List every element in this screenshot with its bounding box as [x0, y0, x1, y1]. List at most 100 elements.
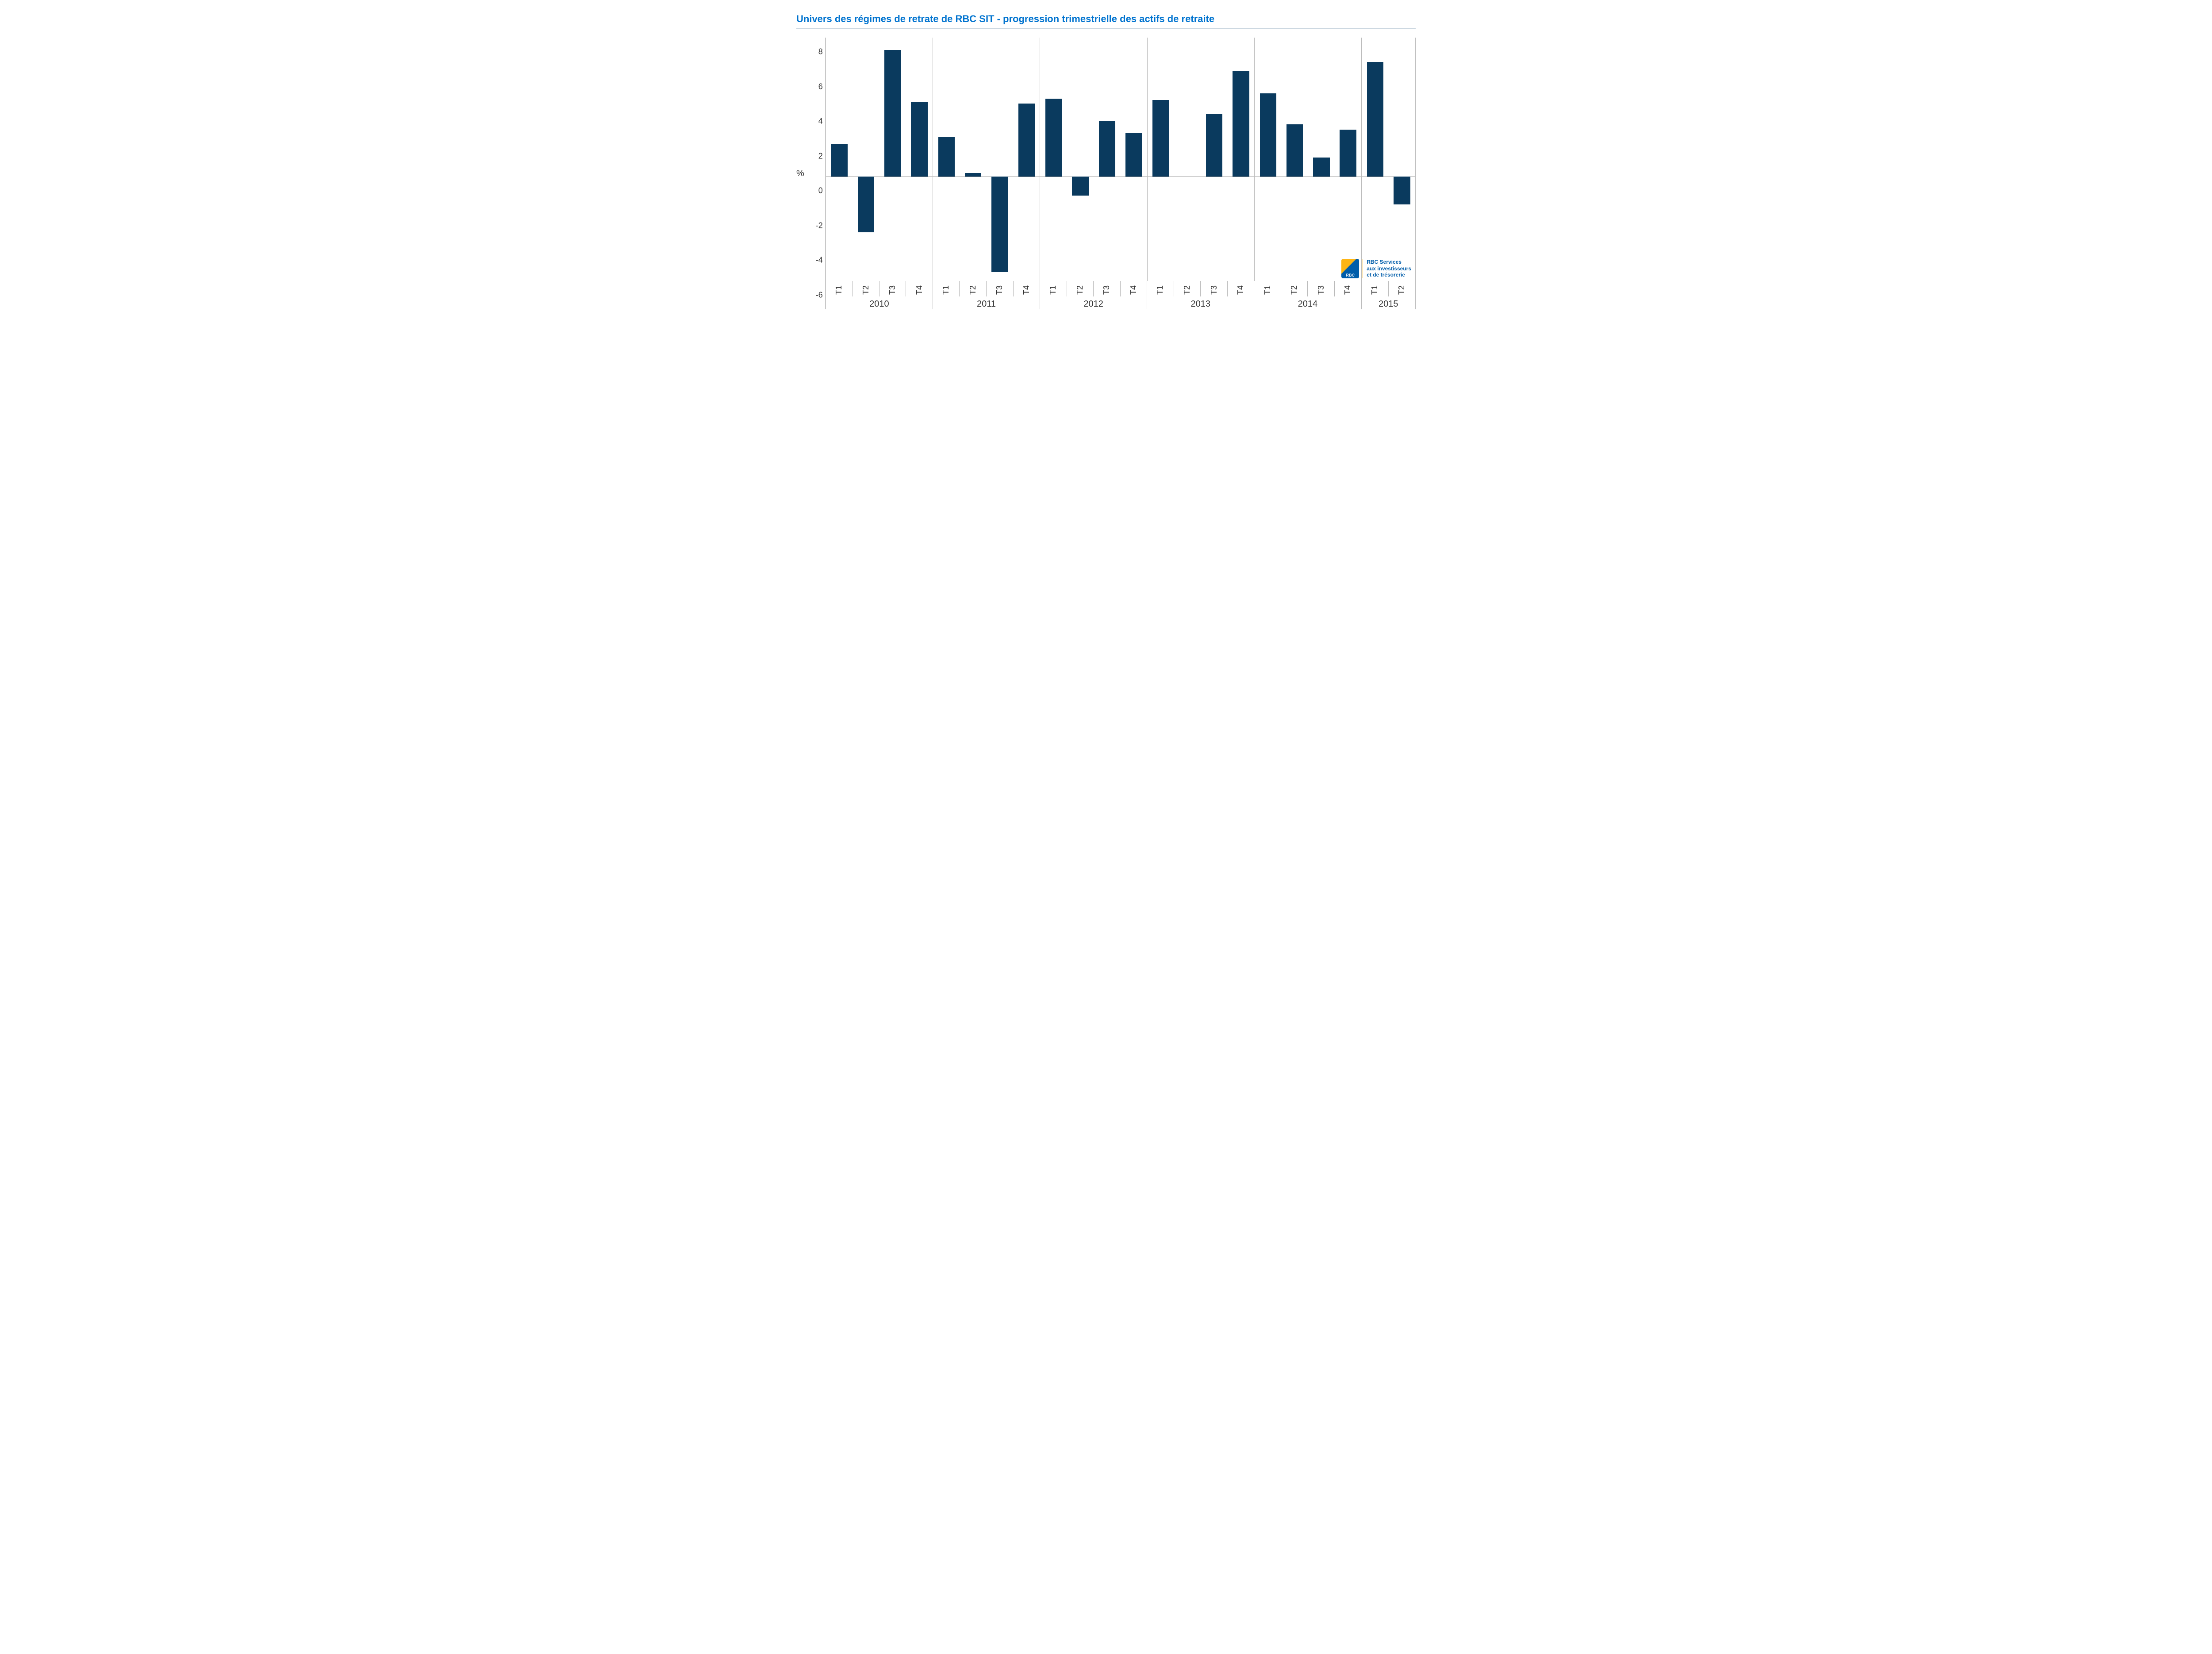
rbc-logo-icon-text: RBC	[1346, 273, 1355, 277]
quarter-cell: T3	[1094, 281, 1121, 296]
x-year-group: T1 T2 T3 T42014	[1254, 281, 1361, 309]
quarter-label: T3	[888, 285, 897, 295]
quarter-label: T4	[1236, 285, 1245, 295]
bars-row	[826, 38, 1416, 281]
chart-container: Univers des régimes de retrate de RBC SI…	[796, 13, 1416, 309]
rbc-logo: RBC RBC Services aux investisseurs et de…	[1341, 259, 1411, 278]
quarter-row: T1 T2 T3 T4	[1040, 281, 1147, 296]
bar	[911, 102, 927, 177]
y-axis: 86420-2-4-6	[808, 52, 826, 295]
chart-area: % 86420-2-4-6 T1T2T3T42010T1T2T3T42011T1…	[796, 38, 1416, 309]
quarter-cell: T1	[826, 281, 853, 296]
year-label: 2014	[1254, 296, 1361, 309]
bar	[1313, 158, 1329, 177]
bar-slot	[853, 38, 879, 281]
bar	[884, 50, 901, 177]
x-year-group: T1T2T3T42010	[826, 281, 933, 309]
year-group	[826, 38, 933, 281]
quarter-label: T1	[1263, 285, 1272, 295]
y-tick-label: 2	[818, 151, 823, 161]
quarter-label: T2	[1290, 285, 1299, 295]
quarter-cell: T3	[1201, 281, 1228, 296]
year-label: 2011	[933, 296, 1040, 309]
quarter-label: T1	[1156, 285, 1165, 295]
bar	[1233, 71, 1249, 177]
year-group	[933, 38, 1040, 281]
quarter-cell: T3	[1308, 281, 1335, 296]
quarter-label: T1	[1370, 285, 1379, 295]
bar-slot	[879, 38, 906, 281]
quarter-cell: T1	[1040, 281, 1067, 296]
quarter-label: T3	[995, 285, 1004, 295]
quarter-cell: T1	[1254, 281, 1281, 296]
y-tick-label: -2	[816, 221, 823, 230]
bar-slot	[1281, 38, 1308, 281]
bar-slot	[1255, 38, 1281, 281]
quarter-cell: T1	[1362, 281, 1389, 296]
quarter-cell: T4	[1121, 281, 1147, 296]
quarter-cell: T2	[960, 281, 987, 296]
x-axis: T1T2T3T42010T1T2T3T42011T1T2T3T42012T1T2…	[826, 281, 1416, 309]
bar	[1152, 100, 1169, 177]
quarter-label: T1	[1048, 285, 1058, 295]
bar-slot	[1362, 38, 1388, 281]
y-tick-label: -6	[816, 291, 823, 300]
bar	[1018, 104, 1035, 177]
bar	[1099, 121, 1115, 177]
bar-slot	[1201, 38, 1227, 281]
y-axis-outer: % 86420-2-4-6	[796, 38, 826, 309]
x-year-group: T1T2T3T42012	[1040, 281, 1147, 309]
quarter-cell: T3	[879, 281, 906, 296]
year-label: 2013	[1147, 296, 1254, 309]
quarter-label: T3	[1317, 285, 1326, 295]
quarter-row: T1T2T3T4	[933, 281, 1040, 296]
bar-slot	[933, 38, 960, 281]
y-tick-label: 8	[818, 47, 823, 57]
bar	[1045, 99, 1062, 177]
bar	[1072, 177, 1088, 196]
quarter-cell: T4	[1228, 281, 1254, 296]
year-label: 2010	[826, 296, 933, 309]
quarter-label: T4	[1343, 285, 1352, 295]
bar-slot	[1094, 38, 1120, 281]
quarter-cell: T1	[1147, 281, 1174, 296]
quarter-cell: T2	[853, 281, 879, 296]
quarter-label: T2	[1183, 285, 1192, 295]
quarter-row: T1 T2 T3 T4	[1254, 281, 1361, 296]
quarter-cell: T2	[1281, 281, 1308, 296]
quarter-label: T3	[1210, 285, 1219, 295]
year-label: 2015	[1362, 296, 1416, 309]
bar-slot	[1013, 38, 1040, 281]
bar-slot	[960, 38, 986, 281]
bar	[1340, 130, 1356, 177]
quarter-label: T2	[1075, 285, 1085, 295]
quarter-label: T3	[1102, 285, 1111, 295]
bar	[938, 137, 955, 177]
bar-slot	[1120, 38, 1147, 281]
y-tick-label: 4	[818, 117, 823, 126]
bar-slot	[906, 38, 933, 281]
bar	[1286, 124, 1303, 177]
bar	[1206, 114, 1222, 177]
bar	[991, 177, 1008, 272]
bar-slot	[987, 38, 1013, 281]
logo-text-line2: aux investisseurs	[1367, 265, 1411, 272]
quarter-cell: T2	[1389, 281, 1415, 296]
x-year-group: T1T2T3T42011	[933, 281, 1040, 309]
bar-slot	[1148, 38, 1174, 281]
quarter-cell: T2	[1067, 281, 1094, 296]
quarter-label: T2	[1397, 285, 1406, 295]
bar-slot	[826, 38, 853, 281]
y-tick-label: -4	[816, 256, 823, 265]
y-tick-label: 6	[818, 82, 823, 91]
quarter-label: T2	[861, 285, 871, 295]
year-group	[1148, 38, 1255, 281]
quarter-cell: T4	[1014, 281, 1040, 296]
bar	[1394, 177, 1410, 204]
bar-slot	[1067, 38, 1094, 281]
plot-area	[826, 38, 1416, 281]
quarter-label: T4	[1129, 285, 1138, 295]
quarter-label: T2	[968, 285, 978, 295]
rbc-logo-text: RBC Services aux investisseurs et de tré…	[1367, 259, 1411, 278]
bar-slot	[1174, 38, 1201, 281]
